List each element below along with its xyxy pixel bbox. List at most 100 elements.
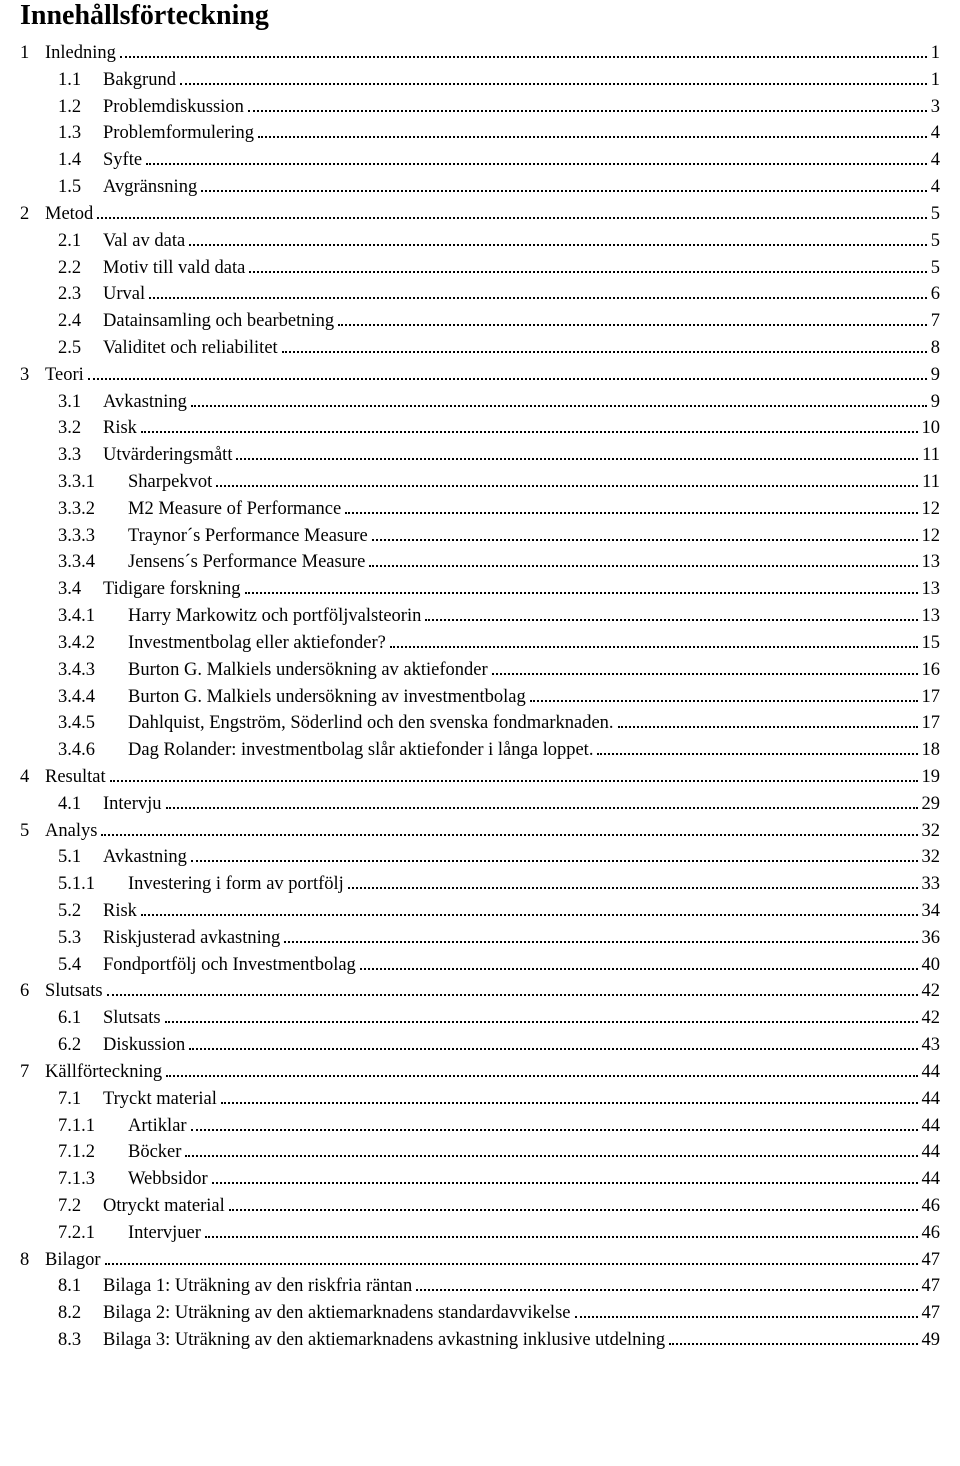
toc-leader-dots bbox=[185, 1143, 917, 1157]
toc-entry-page: 46 bbox=[922, 1193, 941, 1220]
toc-entry: 7.1.2 Böcker 44 bbox=[20, 1139, 940, 1166]
toc-entry-label: Avkastning bbox=[103, 844, 187, 871]
toc-entry-label: Harry Markowitz och portföljvalsteorin bbox=[128, 603, 421, 630]
toc-entry: 5.1 Avkastning32 bbox=[20, 844, 940, 871]
toc-leader-dots bbox=[191, 393, 927, 407]
toc-entry-page: 42 bbox=[922, 1005, 941, 1032]
toc-entry-page: 3 bbox=[931, 94, 940, 121]
toc-leader-dots bbox=[201, 178, 927, 192]
toc-entry: 3.3.2 M2 Measure of Performance12 bbox=[20, 496, 940, 523]
toc-entry: 3.2 Risk10 bbox=[20, 415, 940, 442]
toc-entry-number: 6.1 bbox=[58, 1005, 103, 1032]
toc-entry-label: Tryckt material bbox=[103, 1086, 217, 1113]
toc-entry-page: 40 bbox=[922, 952, 941, 979]
toc-entry-number: 5 bbox=[20, 818, 45, 845]
toc-entry-number: 2.2 bbox=[58, 255, 103, 282]
toc-entry: 7.1 Tryckt material44 bbox=[20, 1086, 940, 1113]
toc-leader-dots bbox=[245, 580, 918, 594]
toc-leader-dots bbox=[88, 366, 927, 380]
toc-entry-page: 47 bbox=[922, 1300, 941, 1327]
toc-entry-number: 7.2 bbox=[58, 1193, 103, 1220]
toc-entry-label: Burton G. Malkiels undersökning av inves… bbox=[128, 684, 526, 711]
toc-entry-label: Böcker bbox=[128, 1139, 181, 1166]
toc-entry: 5.2 Risk34 bbox=[20, 898, 940, 925]
toc-entry-number: 2.3 bbox=[58, 281, 103, 308]
toc-entry-page: 15 bbox=[922, 630, 941, 657]
toc-leader-dots bbox=[258, 124, 927, 138]
toc-leader-dots bbox=[372, 527, 918, 541]
toc-entry: 5.3 Riskjusterad avkastning36 bbox=[20, 925, 940, 952]
toc-entry-number: 1.4 bbox=[58, 147, 103, 174]
toc-leader-dots bbox=[236, 446, 918, 460]
toc-entry: 2.1 Val av data5 bbox=[20, 228, 940, 255]
toc-entry-number: 5.3 bbox=[58, 925, 103, 952]
toc-entry-number: 7.1.2 bbox=[58, 1139, 128, 1166]
toc-entry-number: 1.5 bbox=[58, 174, 103, 201]
toc-entry-page: 42 bbox=[922, 978, 941, 1005]
toc-entry-label: Val av data bbox=[103, 228, 185, 255]
toc-entry: 6.1 Slutsats42 bbox=[20, 1005, 940, 1032]
toc-entry-page: 44 bbox=[922, 1059, 941, 1086]
toc-entry: 3 Teori9 bbox=[20, 362, 940, 389]
toc-entry-page: 5 bbox=[931, 201, 940, 228]
toc-entry-number: 3.3.2 bbox=[58, 496, 128, 523]
toc-entry-label: Datainsamling och bearbetning bbox=[103, 308, 334, 335]
toc-entry-label: Problemdiskussion bbox=[103, 94, 244, 121]
toc-entry: 6.2 Diskussion43 bbox=[20, 1032, 940, 1059]
toc-leader-dots bbox=[180, 71, 927, 85]
toc-entry-page: 6 bbox=[931, 281, 940, 308]
toc-entry-page: 49 bbox=[922, 1327, 941, 1354]
toc-entry-number: 8 bbox=[20, 1247, 45, 1274]
toc-entry: 1.2 Problemdiskussion3 bbox=[20, 94, 940, 121]
toc-entry: 7.2.1 Intervjuer46 bbox=[20, 1220, 940, 1247]
toc-leader-dots bbox=[284, 929, 917, 943]
toc-leader-dots bbox=[101, 822, 917, 836]
toc-entry-label: Källförteckning bbox=[45, 1059, 162, 1086]
toc-entry-number: 7.2.1 bbox=[58, 1220, 128, 1247]
toc-leader-dots bbox=[416, 1277, 917, 1291]
toc-leader-dots bbox=[248, 98, 927, 112]
toc-entry: 3.4.4 Burton G. Malkiels undersökning av… bbox=[20, 684, 940, 711]
toc-entry-page: 29 bbox=[922, 791, 941, 818]
toc-leader-dots bbox=[360, 956, 918, 970]
toc-entry-number: 4 bbox=[20, 764, 45, 791]
toc-entry-label: Risk bbox=[103, 898, 137, 925]
toc-entry-page: 17 bbox=[922, 684, 941, 711]
toc-entry-page: 44 bbox=[922, 1166, 941, 1193]
toc-entry-page: 44 bbox=[922, 1139, 941, 1166]
toc-leader-dots bbox=[191, 848, 918, 862]
toc-entry-label: Bilaga 1: Uträkning av den riskfria ränt… bbox=[103, 1273, 412, 1300]
toc-title: Innehållsförteckning bbox=[20, 0, 940, 32]
toc-leader-dots bbox=[530, 687, 918, 701]
toc-entry-page: 43 bbox=[922, 1032, 941, 1059]
toc-entry-page: 12 bbox=[922, 523, 941, 550]
toc-entry: 8.1 Bilaga 1: Uträkning av den riskfria … bbox=[20, 1273, 940, 1300]
toc-leader-dots bbox=[492, 661, 918, 675]
toc-entry-page: 8 bbox=[931, 335, 940, 362]
toc-entry: 1.3 Problemformulering4 bbox=[20, 120, 940, 147]
toc-entry: 3.3 Utvärderingsmått11 bbox=[20, 442, 940, 469]
toc-entry: 8.2 Bilaga 2: Uträkning av den aktiemark… bbox=[20, 1300, 940, 1327]
toc-entry: 1.4 Syfte4 bbox=[20, 147, 940, 174]
toc-entry: 7 Källförteckning44 bbox=[20, 1059, 940, 1086]
toc-leader-dots bbox=[338, 312, 927, 326]
toc-entry-page: 47 bbox=[922, 1273, 941, 1300]
toc-entry-page: 18 bbox=[922, 737, 941, 764]
toc-entry-page: 5 bbox=[931, 228, 940, 255]
toc-entry-label: Artiklar bbox=[128, 1113, 187, 1140]
toc-leader-dots bbox=[390, 634, 918, 648]
toc-entry-page: 13 bbox=[922, 603, 941, 630]
toc-leader-dots bbox=[149, 285, 927, 299]
toc-entry: 2.3 Urval6 bbox=[20, 281, 940, 308]
toc-leader-dots bbox=[107, 982, 918, 996]
toc-leader-dots bbox=[97, 205, 926, 219]
toc-list: 1 Inledning11.1 Bakgrund11.2 Problemdisk… bbox=[20, 40, 940, 1354]
toc-entry-label: Sharpekvot bbox=[128, 469, 212, 496]
toc-entry: 4.1 Intervju29 bbox=[20, 791, 940, 818]
toc-entry-page: 46 bbox=[922, 1220, 941, 1247]
toc-entry: 2.5 Validitet och reliabilitet8 bbox=[20, 335, 940, 362]
toc-entry-page: 5 bbox=[931, 255, 940, 282]
toc-leader-dots bbox=[597, 741, 917, 755]
toc-entry-page: 36 bbox=[922, 925, 941, 952]
toc-entry: 5.1.1 Investering i form av portfölj33 bbox=[20, 871, 940, 898]
